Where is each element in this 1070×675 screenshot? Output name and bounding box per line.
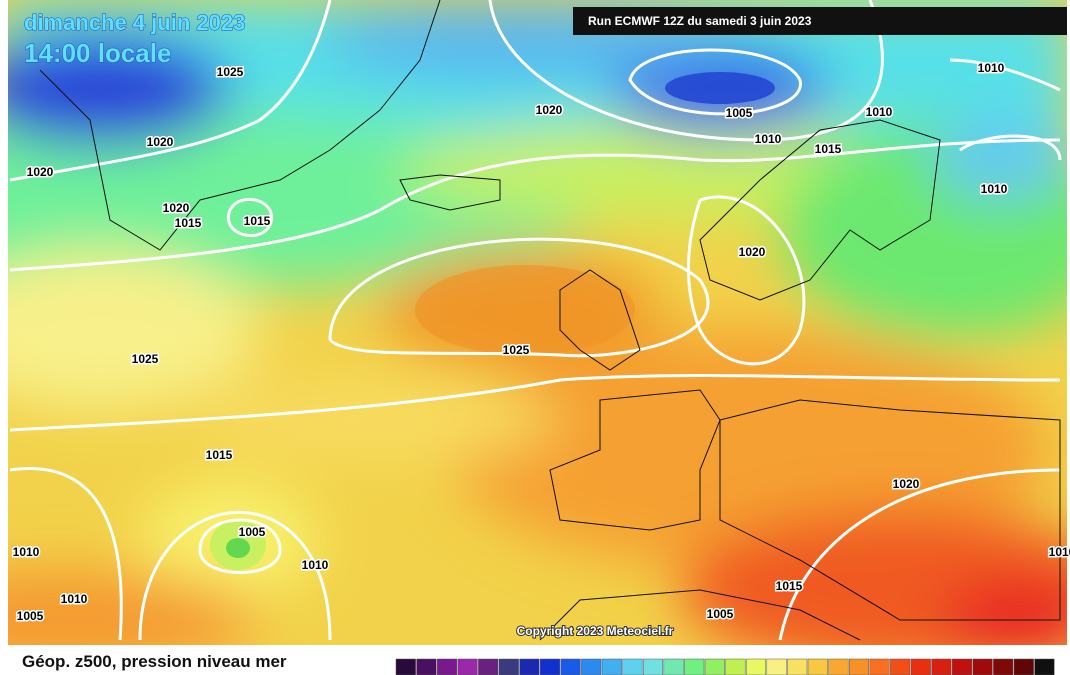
scale-swatch	[457, 658, 478, 675]
scale-swatch	[910, 658, 931, 675]
scale-swatch	[436, 658, 458, 675]
scale-swatch	[704, 658, 725, 675]
isobar-label: 1005	[707, 607, 734, 621]
scale-swatch	[787, 658, 808, 675]
isobar-label: 1010	[755, 132, 782, 146]
isobar-label: 1020	[163, 201, 190, 215]
isobar-label: 1010	[981, 182, 1008, 196]
copyright: Copyright 2023 Meteociel.fr	[517, 624, 674, 638]
isobar-label: 1010	[1049, 545, 1070, 559]
isobar-label: 1010	[866, 105, 893, 119]
scale-swatch	[663, 658, 684, 675]
scale-swatch	[931, 658, 952, 675]
scale-swatch	[745, 658, 767, 675]
time-label: 14:00 locale	[24, 38, 171, 68]
isobar-label: 1005	[17, 609, 44, 623]
scale-swatch	[890, 658, 911, 675]
isobars	[9, 0, 1062, 641]
isobar-label: 1005	[726, 106, 753, 120]
isobar-label: 1010	[61, 592, 88, 606]
scale-swatch	[395, 658, 416, 675]
scale-swatch	[1034, 658, 1055, 675]
scale-swatch	[828, 658, 849, 675]
scale-swatch	[622, 658, 643, 675]
isobar-label: 1020	[739, 245, 766, 259]
scale-swatch	[478, 658, 499, 675]
date-label: dimanche 4 juin 2023	[24, 10, 245, 35]
scale-swatch	[684, 658, 705, 675]
scale-swatch	[807, 658, 828, 675]
scale-swatch	[766, 658, 787, 675]
isobar-label: 1015	[244, 214, 271, 228]
isobar-label: 1020	[147, 135, 174, 149]
isobar-label: 1020	[536, 103, 563, 117]
run-banner	[573, 7, 1067, 35]
scale-swatch	[725, 658, 746, 675]
run-label: Run ECMWF 12Z du samedi 3 juin 2023	[588, 14, 812, 28]
isobar-label: 1015	[175, 216, 202, 230]
isobar-label: 1015	[815, 142, 842, 156]
scale-swatch	[1013, 658, 1034, 675]
scale-swatch	[869, 658, 890, 675]
scale-swatch	[539, 658, 561, 675]
scale-swatch	[560, 658, 581, 675]
scale-swatch	[519, 658, 540, 675]
isobar-label: 1005	[239, 525, 266, 539]
isobar-label: 1020	[27, 165, 54, 179]
scale-swatch	[498, 658, 519, 675]
isobar-label: 1010	[13, 545, 40, 559]
scale-swatch	[601, 658, 622, 675]
scale-swatch	[951, 658, 973, 675]
isobar-label: 1025	[503, 343, 530, 357]
color-scale	[395, 658, 1055, 675]
scale-swatch	[642, 658, 664, 675]
isobar-label: 1015	[776, 579, 803, 593]
isobar-label: 1025	[217, 65, 244, 79]
isobar-label: 1015	[206, 448, 233, 462]
scale-swatch	[848, 658, 870, 675]
scale-swatch	[416, 658, 437, 675]
isobar-label: 1010	[302, 558, 329, 572]
isobar-label: 1025	[132, 352, 159, 366]
coastlines	[39, 0, 1061, 641]
isobar-label: 1010	[978, 61, 1005, 75]
scale-swatch	[993, 658, 1014, 675]
isobar-label: 1020	[893, 477, 920, 491]
scale-swatch	[581, 658, 602, 675]
scale-swatch	[972, 658, 993, 675]
footer-title: Géop. z500, pression niveau mer	[22, 652, 287, 671]
